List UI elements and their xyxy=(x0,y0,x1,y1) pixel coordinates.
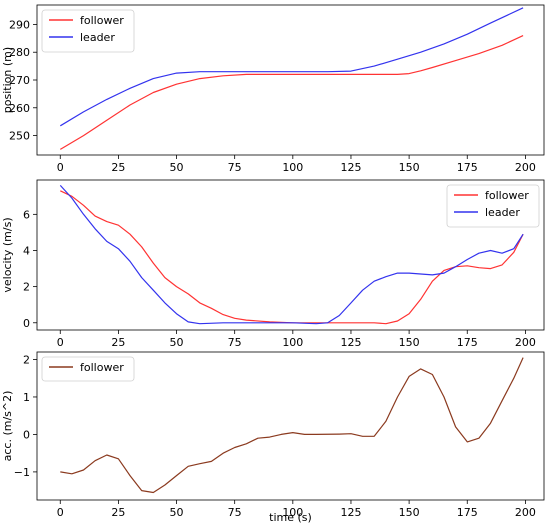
x-tick-label: 50 xyxy=(170,506,184,519)
axes-frame xyxy=(36,179,545,331)
x-tick-label: 25 xyxy=(111,336,125,349)
y-axis-label: velocity (m/s) xyxy=(1,217,14,292)
panel-3: 0 25 50 75 100 125 150 175 200 −1 0 1 2 acc. (m/s^2) t… xyxy=(1,351,545,524)
y-tick-label: 2 xyxy=(23,353,30,366)
x-tick-label: 200 xyxy=(515,161,536,174)
x-tick-label: 0 xyxy=(57,506,64,519)
x-tick-label: 200 xyxy=(515,506,536,519)
legend-label-follower: follower xyxy=(80,361,124,374)
x-tick-label: 150 xyxy=(399,506,420,519)
y-axis-label: position (m) xyxy=(1,47,14,113)
x-tick-label: 100 xyxy=(282,506,303,519)
y-axis-label: acc. (m/s^2) xyxy=(1,391,14,462)
x-tick-label: 150 xyxy=(399,336,420,349)
x-tick-label: 0 xyxy=(57,161,64,174)
y-tick-label: 0 xyxy=(23,428,30,441)
x-tick-label: 75 xyxy=(228,336,242,349)
x-tick-label: 125 xyxy=(340,161,361,174)
x-tick-label: 100 xyxy=(282,161,303,174)
legend-label-leader: leader xyxy=(80,31,115,44)
y-tick-label: 280 xyxy=(9,46,30,59)
x-tick-label: 150 xyxy=(399,161,420,174)
x-tick-label: 50 xyxy=(170,336,184,349)
legend-label-follower: follower xyxy=(485,189,529,202)
x-axis-label: time (s) xyxy=(269,511,312,524)
y-tick-label: 6 xyxy=(23,208,30,221)
series-line-leader xyxy=(59,184,524,325)
y-tick-label: 260 xyxy=(9,102,30,115)
y-tick-label: 0 xyxy=(23,317,30,330)
y-tick-label: −1 xyxy=(14,466,30,479)
x-tick-label: 50 xyxy=(170,161,184,174)
x-tick-label: 100 xyxy=(282,336,303,349)
x-tick-label: 200 xyxy=(515,336,536,349)
series-line-follower xyxy=(60,357,524,494)
x-tick-label: 25 xyxy=(111,161,125,174)
series-line-leader xyxy=(59,7,524,127)
legend-box xyxy=(41,356,135,382)
x-tick-label: 125 xyxy=(340,336,361,349)
x-tick-label: 175 xyxy=(457,161,478,174)
x-tick-label: 125 xyxy=(340,506,361,519)
x-tick-label: 175 xyxy=(457,336,478,349)
legend: follower leader xyxy=(41,9,135,53)
legend: follower leader xyxy=(446,184,540,228)
y-tick-label: 290 xyxy=(9,18,30,31)
series-line-follower xyxy=(60,190,524,325)
panel-2: 0 25 50 75 100 125 150 175 200 0 2 4 6 velocity (m/s)… xyxy=(1,179,545,349)
y-tick-label: 4 xyxy=(23,244,30,257)
x-tick-label: 75 xyxy=(228,506,242,519)
y-tick-label: 2 xyxy=(23,281,30,294)
x-tick-label: 175 xyxy=(457,506,478,519)
y-tick-label: 270 xyxy=(9,74,30,87)
panel-1: 0 25 50 75 100 125 150 175 200 250 260 270 280 290 pos… xyxy=(1,4,545,174)
x-tick-label: 25 xyxy=(111,506,125,519)
legend-label-leader: leader xyxy=(485,206,520,219)
y-tick-label: 250 xyxy=(9,130,30,143)
x-tick-label: 0 xyxy=(57,336,64,349)
y-tick-label: 1 xyxy=(23,391,30,404)
legend: follower xyxy=(41,356,135,382)
axes-frame xyxy=(36,351,545,501)
x-tick-label: 75 xyxy=(228,161,242,174)
series-line-follower xyxy=(59,35,524,150)
legend-label-follower: follower xyxy=(80,14,124,27)
